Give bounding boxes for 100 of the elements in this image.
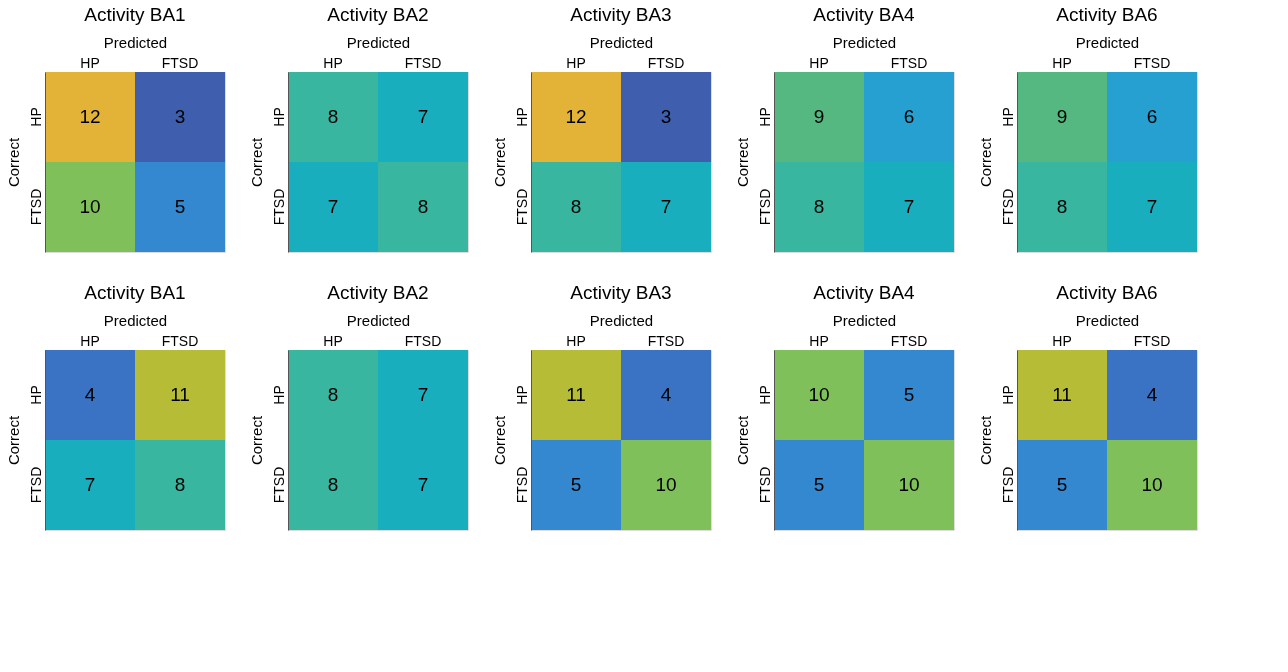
data-label: 5 [813, 474, 825, 495]
y-tick-label: HP [270, 385, 287, 405]
data-label: 9 [1056, 106, 1068, 127]
x-tick-label: FTSD [404, 332, 442, 349]
y-tick-label: HP [270, 107, 287, 127]
data-label: 8 [327, 474, 339, 495]
data-label: 10 [1141, 474, 1163, 495]
x-axis-title: Predicted [103, 311, 168, 329]
x-tick-label: HP [80, 332, 100, 349]
data-label: 10 [655, 474, 677, 495]
y-axis-title: Correct [733, 415, 751, 466]
y-tick-label: FTSD [270, 188, 287, 226]
data-label: 3 [660, 106, 672, 127]
x-axis-title: Predicted [832, 33, 897, 51]
chart-title: Activity BA3 [570, 282, 672, 303]
data-label: 7 [327, 196, 339, 217]
y-tick-label: HP [513, 107, 530, 127]
x-tick-label: HP [1052, 332, 1072, 349]
y-tick-label: FTSD [27, 188, 44, 226]
data-label: 8 [327, 106, 339, 127]
x-axis-title: Predicted [103, 33, 168, 51]
y-tick-label: HP [27, 107, 44, 127]
x-axis-title: Predicted [1075, 311, 1140, 329]
y-axis-title: Correct [976, 137, 994, 188]
data-label: 7 [417, 474, 429, 495]
data-label: 10 [79, 196, 101, 217]
x-tick-label: FTSD [161, 332, 199, 349]
x-tick-label: HP [80, 54, 100, 71]
data-label: 11 [566, 384, 586, 405]
y-axis-title: Correct [976, 415, 994, 466]
x-tick-label: HP [566, 332, 586, 349]
x-tick-label: FTSD [647, 54, 685, 71]
x-axis-title: Predicted [589, 311, 654, 329]
data-label: 8 [813, 196, 825, 217]
y-tick-label: FTSD [756, 188, 773, 226]
data-label: 8 [174, 474, 186, 495]
data-label: 11 [1052, 384, 1072, 405]
data-label: 7 [417, 384, 429, 405]
chart-title: Activity BA1 [84, 282, 186, 303]
data-label: 6 [1146, 106, 1158, 127]
y-tick-label: HP [513, 385, 530, 405]
y-axis-title: Correct [247, 137, 265, 188]
x-axis-title: Predicted [589, 33, 654, 51]
x-tick-label: FTSD [647, 332, 685, 349]
y-tick-label: HP [999, 385, 1016, 405]
x-axis-title: Predicted [1075, 33, 1140, 51]
x-axis-title: Predicted [832, 311, 897, 329]
chart-title: Activity BA1 [84, 4, 186, 25]
data-label: 8 [570, 196, 582, 217]
x-axis-title: Predicted [346, 311, 411, 329]
chart-title: Activity BA4 [813, 282, 916, 303]
y-axis-title: Correct [247, 415, 265, 466]
y-tick-label: FTSD [513, 188, 530, 226]
x-tick-label: HP [809, 54, 829, 71]
chart-title: Activity BA2 [327, 282, 429, 303]
x-tick-label: FTSD [890, 54, 928, 71]
data-label: 8 [417, 196, 429, 217]
y-tick-label: HP [999, 107, 1016, 127]
y-tick-label: FTSD [756, 466, 773, 504]
x-tick-label: HP [566, 54, 586, 71]
data-label: 4 [1146, 384, 1158, 405]
y-tick-label: FTSD [513, 466, 530, 504]
data-label: 4 [84, 384, 96, 405]
y-axis-title: Correct [733, 137, 751, 188]
x-tick-label: HP [323, 54, 343, 71]
y-tick-label: HP [756, 385, 773, 405]
y-axis-title: Correct [490, 137, 508, 188]
data-label: 12 [79, 106, 101, 127]
data-label: 7 [1146, 196, 1158, 217]
chart-title: Activity BA4 [813, 4, 916, 25]
y-axis-title: Correct [4, 415, 22, 466]
x-tick-label: FTSD [404, 54, 442, 71]
chart-title: Activity BA6 [1056, 282, 1158, 303]
y-tick-label: HP [756, 107, 773, 127]
y-tick-label: FTSD [999, 188, 1016, 226]
data-label: 7 [84, 474, 96, 495]
data-label: 4 [660, 384, 672, 405]
x-tick-label: HP [323, 332, 343, 349]
data-label: 5 [903, 384, 915, 405]
x-tick-label: FTSD [890, 332, 928, 349]
data-label: 11 [170, 384, 190, 405]
y-tick-label: FTSD [270, 466, 287, 504]
data-label: 8 [1056, 196, 1068, 217]
chart-title: Activity BA2 [327, 4, 429, 25]
chart-title: Activity BA6 [1056, 4, 1158, 25]
data-label: 12 [565, 106, 587, 127]
data-label: 10 [898, 474, 920, 495]
data-label: 5 [1056, 474, 1068, 495]
y-axis-title: Correct [4, 137, 22, 188]
data-label: 8 [327, 384, 339, 405]
x-tick-label: HP [809, 332, 829, 349]
data-label: 6 [903, 106, 915, 127]
data-label: 5 [570, 474, 582, 495]
data-label: 7 [417, 106, 429, 127]
x-axis-title: Predicted [346, 33, 411, 51]
y-axis-title: Correct [490, 415, 508, 466]
y-tick-label: HP [27, 385, 44, 405]
y-tick-label: FTSD [999, 466, 1016, 504]
data-label: 5 [174, 196, 186, 217]
data-label: 7 [660, 196, 672, 217]
